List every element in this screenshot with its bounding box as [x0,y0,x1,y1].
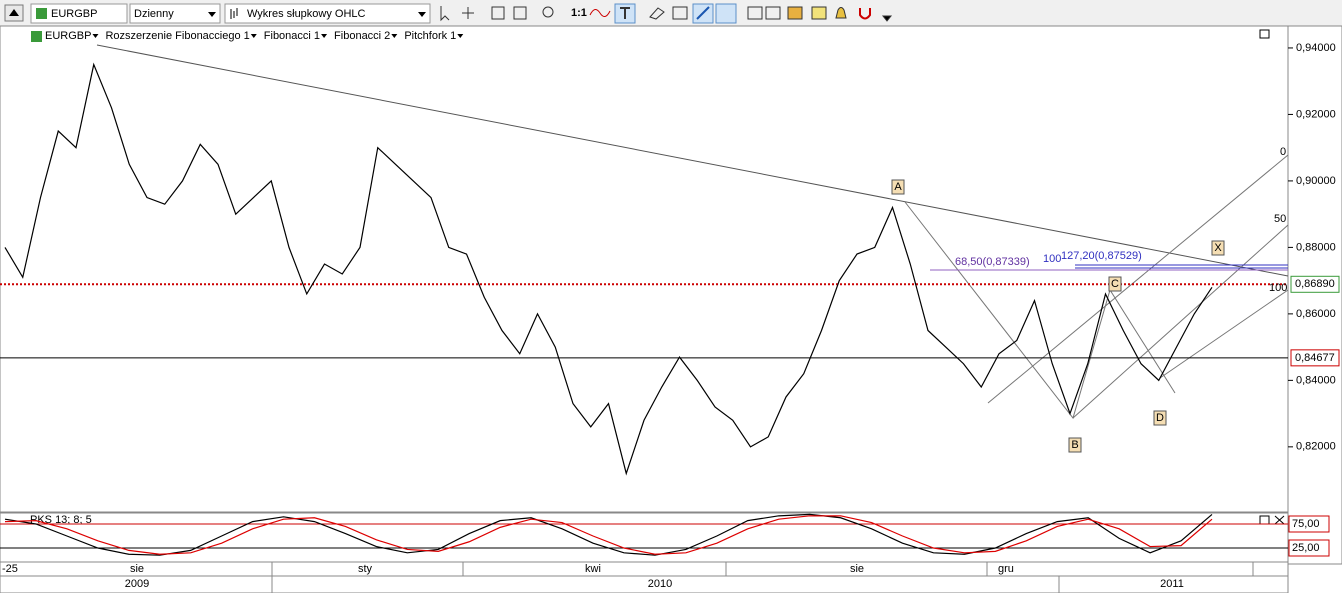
legend-icon [31,31,42,42]
fib-line [1075,264,1288,269]
price-line [4,62,1213,476]
tool[interactable] [811,6,827,20]
level-tag [1288,539,1330,557]
crosshair-tool[interactable] [462,7,474,19]
toolbar [0,0,1342,26]
month-label: sie [130,563,144,575]
pitchfork-label: 50 [1274,213,1286,225]
y-tick-label: 0,86000 [1296,308,1336,320]
y-tick-label: 0,92000 [1296,108,1336,120]
alert-tool[interactable] [835,7,847,19]
trend-line [96,44,1289,277]
price-panel [0,25,1289,513]
price-tag-label: 0,86890 [1295,278,1335,290]
grid-tool[interactable] [513,6,527,20]
period-select[interactable] [129,3,221,24]
symbol-icon [36,8,47,19]
level-tag [1288,515,1330,533]
pitchfork-label: 100 [1269,282,1287,294]
legend-arrow [391,34,398,38]
month-label: kwi [585,563,601,575]
pitchfork-label: 0 [1280,146,1286,158]
legend-arrow [250,34,257,38]
wave-tool[interactable] [589,9,611,17]
fib-tool[interactable] [715,3,737,24]
y-tick-label: 0,88000 [1296,241,1336,253]
dropdown-arrow [208,12,216,17]
fib-label: 127,20(0,87529) [1061,250,1142,262]
point-label: A [894,181,902,193]
legend-item[interactable]: Pitchfork 1 [404,30,456,42]
drawings [96,44,1289,420]
price-line [4,515,1213,555]
price-line [4,513,1213,556]
zoom-ratio[interactable]: 1:1 [571,7,587,19]
y-tick-label: 75,00 [1292,518,1320,530]
tool[interactable] [765,6,781,20]
info-tool[interactable] [491,6,505,20]
point-box [891,179,905,195]
legend-item[interactable]: EURGBP [45,30,91,42]
period: Dzienny [134,8,174,20]
legend-arrow [92,34,99,38]
year-label: 2010 [648,578,672,590]
price-tag-label: 0,84677 [1295,352,1335,364]
symbol-box[interactable] [30,3,128,24]
price-tag [1290,275,1340,293]
style-icon [230,8,238,19]
point-label: D [1156,412,1164,424]
legend-item[interactable]: Fibonacci 1 [264,30,320,42]
tool[interactable] [747,6,763,20]
fib-label: 100 [1043,253,1061,265]
point-label: B [1071,439,1078,451]
point-label: C [1111,278,1119,290]
legend-item[interactable]: Rozszerzenie Fibonacciego 1 [105,30,249,42]
point-box [1108,276,1122,292]
chart-style: Wykres słupkowy OHLC [247,8,366,20]
abcd-pattern [904,201,1176,420]
price-tag [1290,349,1340,367]
legend: EURGBP Rozszerzenie Fibonacciego 1 Fibonac… [45,30,464,42]
time-label: -25 [2,563,18,575]
tool[interactable] [787,6,803,20]
text-icon [620,7,630,19]
zoom-tool[interactable] [542,6,554,18]
point-box [1068,437,1082,453]
y-tick-label: 0,84000 [1296,374,1336,386]
point-label: X [1214,242,1222,254]
month-label: sie [850,563,864,575]
legend-arrow [457,34,464,38]
dropdown-arrow [418,12,426,17]
line-icon [696,6,710,20]
legend-arrow [321,34,328,38]
symbol: EURGBP [51,8,97,20]
eraser-tool[interactable] [649,7,665,20]
time-axis [0,561,1289,593]
legend-item[interactable]: Fibonacci 2 [334,30,390,42]
point-box [1211,240,1225,256]
y-tick-label: 0,94000 [1296,42,1336,54]
more-tools[interactable] [881,15,893,22]
magnet-tool[interactable] [859,8,871,20]
cursor-tool[interactable] [440,6,450,22]
style-select[interactable] [224,3,431,24]
y-tick-label: 25,00 [1292,542,1320,554]
year-label: 2009 [125,578,149,590]
tool-icons [440,3,893,24]
collapse-icon [9,9,19,16]
y-tick-label: 0,90000 [1296,175,1336,187]
pitchfork [987,154,1289,419]
month-label: sty [358,563,373,575]
y-tick-label: 0,82000 [1296,441,1336,453]
point-box [1153,410,1167,426]
price-axis [1287,25,1342,565]
tool[interactable] [672,6,688,20]
year-label: 2011 [1160,578,1184,590]
maximize-button[interactable] [1259,29,1270,39]
fib-label: 68,50(0,87339) [955,256,1030,268]
month-label: gru [998,563,1014,575]
close-button[interactable] [1274,515,1285,525]
